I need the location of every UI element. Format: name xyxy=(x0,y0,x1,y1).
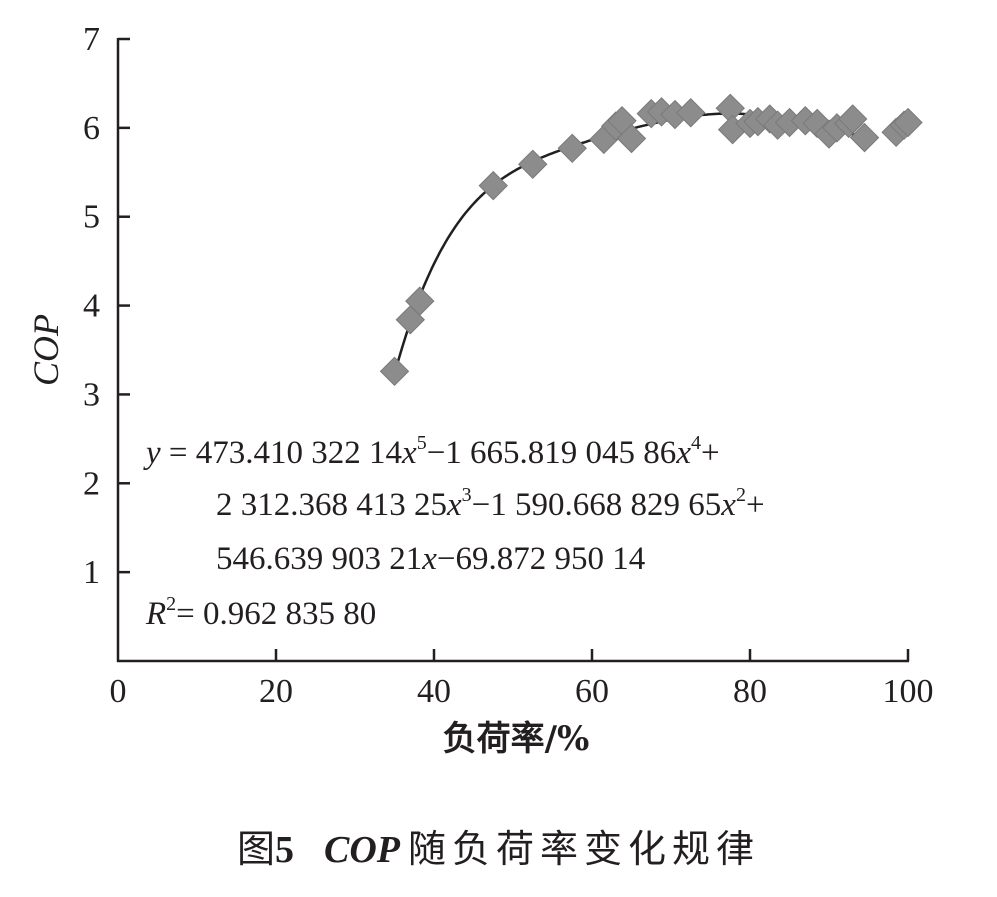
caption-figure-label: 图 xyxy=(236,827,275,871)
data-point xyxy=(379,356,410,387)
equation-line-1: y = 473.410 322 14x5−1 665.819 045 86x4+ xyxy=(143,432,720,471)
data-point xyxy=(405,286,435,316)
x-tick-label: 40 xyxy=(417,673,451,710)
data-point xyxy=(849,122,880,153)
data-points xyxy=(379,93,923,387)
y-axis-ticks: 1 2 3 4 5 6 7 xyxy=(83,21,130,591)
x-tick-label: 20 xyxy=(259,673,293,710)
data-point xyxy=(837,104,868,134)
data-point xyxy=(802,108,832,139)
x-tick-label: 80 xyxy=(733,673,767,710)
y-tick-label: 7 xyxy=(83,21,100,58)
data-point xyxy=(616,123,647,154)
y-tick-label: 3 xyxy=(83,376,100,413)
x-tick-label: 100 xyxy=(883,673,934,710)
y-tick-label: 6 xyxy=(83,110,100,147)
y-tick-label: 1 xyxy=(83,554,100,591)
regression-equation: y = 473.410 322 14x5−1 665.819 045 86x4+… xyxy=(143,432,765,632)
data-point xyxy=(557,133,587,164)
caption-figure-number: 5 xyxy=(275,829,294,871)
y-axis-title: COP xyxy=(26,314,66,386)
data-point xyxy=(518,149,548,179)
caption-title: 随负荷率变化规律 xyxy=(408,827,761,871)
figure-caption: 图5 COP 随负荷率变化规律 xyxy=(0,818,997,873)
x-axis-ticks: 0 20 40 60 80 100 xyxy=(110,649,934,710)
y-tick-label: 5 xyxy=(83,199,100,236)
cop-load-chart: 1 2 3 4 5 6 7 0 20 40 60 80 100 COP 负荷率/% y = 473.4… xyxy=(26,21,934,759)
r-squared: R2= 0.962 835 80 xyxy=(145,593,376,632)
caption-cop: COP xyxy=(324,829,400,871)
equation-line-2: 2 312.368 413 25x3−1 590.668 829 65x2+ xyxy=(216,484,765,523)
y-tick-label: 2 xyxy=(83,465,100,502)
data-point xyxy=(676,98,706,128)
data-point xyxy=(478,170,508,201)
equation-line-3: 546.639 903 21x−69.872 950 14 xyxy=(216,541,645,577)
x-axis-title: 负荷率/% xyxy=(443,719,590,759)
x-tick-label: 0 xyxy=(110,673,127,710)
data-point xyxy=(893,107,923,138)
y-tick-label: 4 xyxy=(83,288,100,325)
x-tick-label: 60 xyxy=(575,673,609,710)
